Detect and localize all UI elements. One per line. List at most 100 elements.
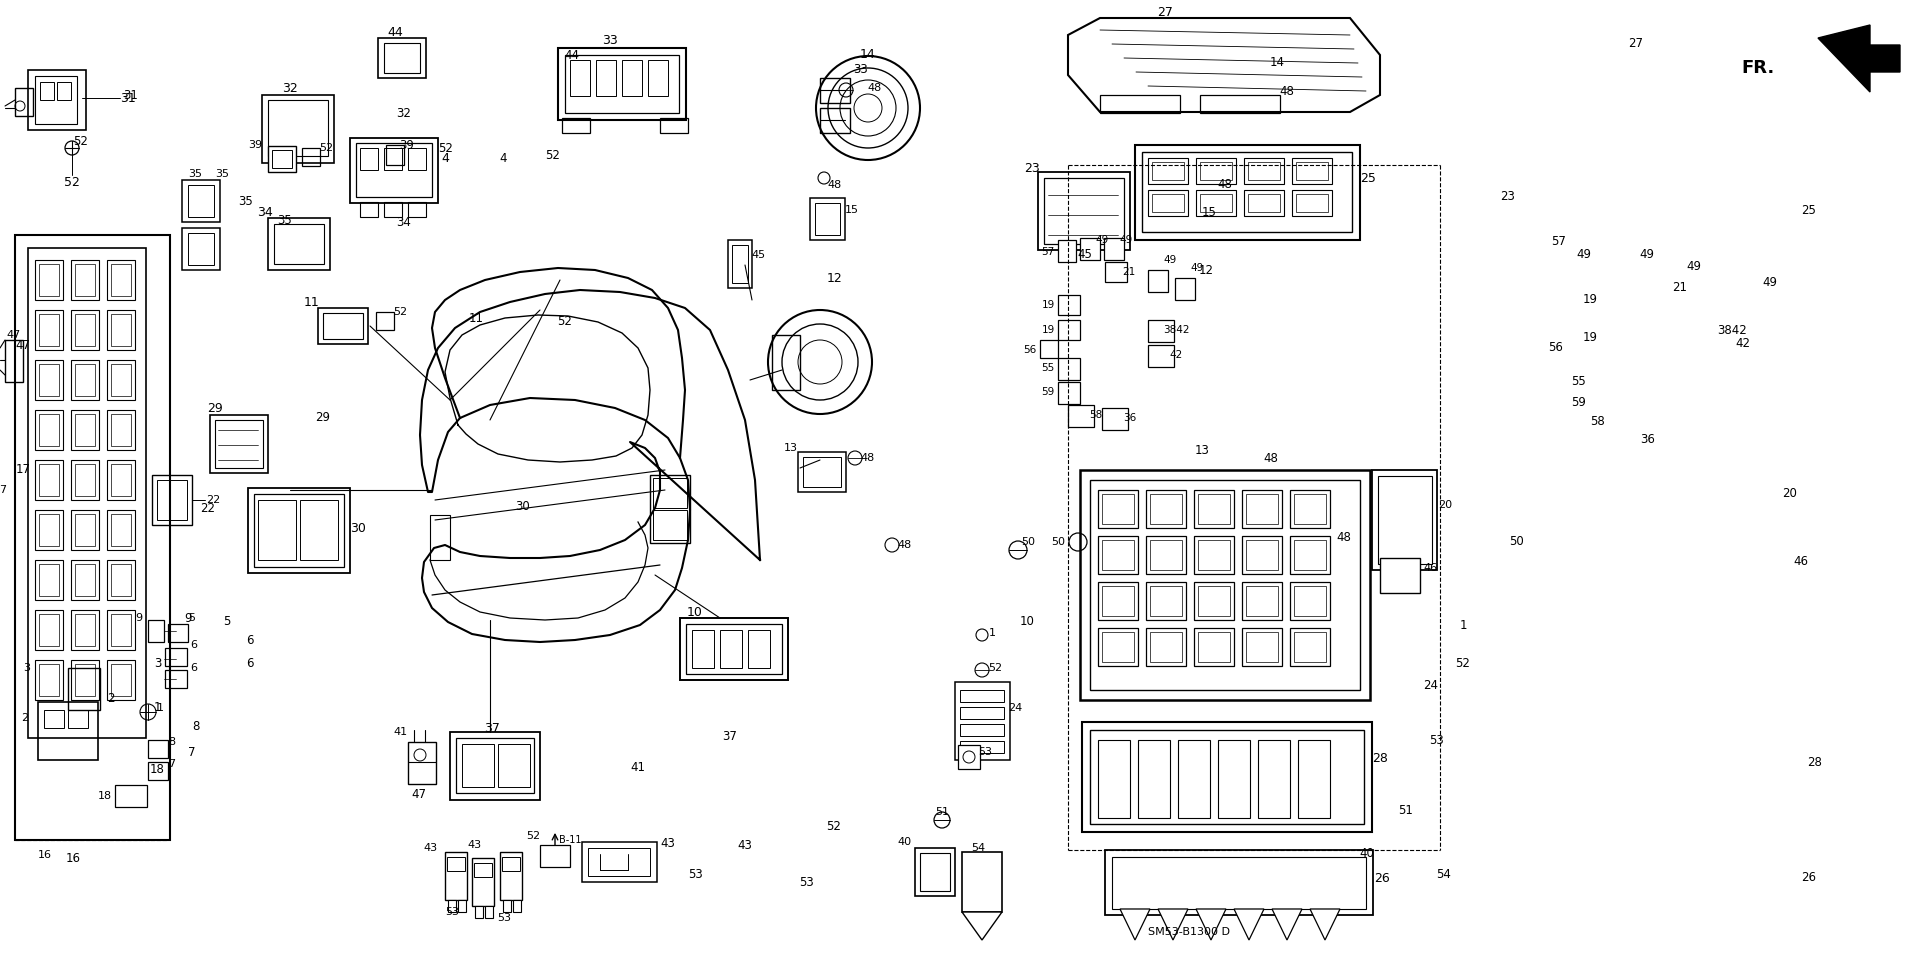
Bar (361, 148, 378, 170)
Text: 8: 8 (192, 720, 200, 734)
Bar (378, 38, 426, 78)
Bar (649, 60, 668, 96)
Text: 59: 59 (1041, 387, 1054, 397)
Text: 48: 48 (828, 180, 843, 190)
Text: 32: 32 (396, 106, 411, 120)
Text: 44: 44 (564, 49, 580, 62)
Text: 49: 49 (1164, 255, 1177, 265)
Bar (449, 732, 540, 800)
Text: 48: 48 (860, 453, 876, 463)
Text: 15: 15 (1202, 206, 1217, 220)
Bar (108, 260, 134, 300)
Bar (35, 310, 63, 350)
Text: 46: 46 (1793, 554, 1809, 568)
Bar (1194, 490, 1235, 528)
Text: 18: 18 (150, 762, 165, 776)
Text: 1: 1 (989, 628, 995, 638)
Bar (1298, 740, 1331, 818)
Bar (1150, 586, 1183, 616)
Bar (182, 180, 221, 222)
Bar (355, 143, 432, 197)
Text: 58: 58 (1590, 415, 1605, 429)
Bar (384, 148, 401, 170)
Bar (108, 560, 134, 600)
Bar (1373, 470, 1436, 570)
Bar (1112, 857, 1365, 909)
Text: 43: 43 (424, 843, 438, 853)
Text: 17: 17 (0, 485, 8, 495)
Text: 44: 44 (388, 26, 403, 38)
Text: 19: 19 (1041, 300, 1054, 310)
Text: 45: 45 (751, 250, 764, 260)
Bar (15, 235, 171, 840)
Bar (501, 857, 520, 871)
Text: 19: 19 (1041, 325, 1054, 335)
Bar (108, 410, 134, 450)
Text: 53: 53 (687, 868, 703, 881)
Text: 41: 41 (394, 727, 407, 737)
Bar (182, 228, 221, 270)
Bar (165, 670, 186, 688)
Bar (75, 514, 94, 546)
Bar (384, 202, 401, 217)
Bar (958, 745, 979, 769)
Bar (920, 853, 950, 891)
Bar (157, 480, 186, 520)
Bar (1198, 540, 1231, 570)
Bar (1102, 632, 1135, 662)
Bar (1058, 240, 1075, 262)
Text: 33: 33 (603, 34, 618, 46)
Bar (1296, 162, 1329, 180)
Bar (1098, 490, 1139, 528)
Text: 23: 23 (1023, 161, 1041, 175)
Text: 1: 1 (157, 703, 163, 713)
Bar (1139, 740, 1169, 818)
Bar (588, 848, 651, 876)
Bar (486, 906, 493, 918)
Bar (75, 464, 94, 496)
Text: 42: 42 (1169, 350, 1183, 360)
Text: 40: 40 (899, 837, 912, 847)
Text: 48: 48 (868, 83, 881, 93)
Bar (430, 515, 449, 560)
Bar (1106, 850, 1373, 915)
Text: 2: 2 (21, 713, 29, 723)
Bar (35, 460, 63, 500)
Bar (653, 478, 687, 508)
Bar (1058, 320, 1079, 340)
Bar (1198, 632, 1231, 662)
Bar (1100, 95, 1181, 113)
Bar (323, 313, 363, 339)
Bar (38, 664, 60, 696)
Bar (1196, 158, 1236, 184)
Text: 47: 47 (6, 330, 21, 340)
Text: 3842: 3842 (1716, 324, 1747, 338)
Bar (44, 710, 63, 728)
Bar (209, 415, 269, 473)
Bar (71, 310, 100, 350)
Bar (15, 88, 33, 116)
Text: 53: 53 (445, 907, 459, 917)
Bar (1091, 730, 1363, 824)
Text: 25: 25 (1801, 204, 1816, 218)
Text: 35: 35 (188, 169, 202, 179)
Bar (1041, 340, 1058, 358)
Bar (1198, 494, 1231, 524)
Bar (71, 510, 100, 550)
Text: SM53-B1300 D: SM53-B1300 D (1148, 927, 1231, 937)
Bar (728, 240, 753, 288)
Text: 7: 7 (188, 746, 196, 760)
Text: 54: 54 (1436, 868, 1452, 881)
Bar (1152, 162, 1185, 180)
Bar (111, 314, 131, 346)
Bar (1058, 358, 1079, 380)
Polygon shape (1818, 25, 1901, 92)
Bar (165, 648, 186, 666)
Text: 24: 24 (1008, 703, 1021, 713)
Bar (810, 198, 845, 240)
Text: 39: 39 (248, 140, 261, 150)
Bar (1292, 158, 1332, 184)
Bar (749, 630, 770, 668)
Text: 10: 10 (1020, 615, 1035, 628)
Bar (1148, 320, 1173, 342)
